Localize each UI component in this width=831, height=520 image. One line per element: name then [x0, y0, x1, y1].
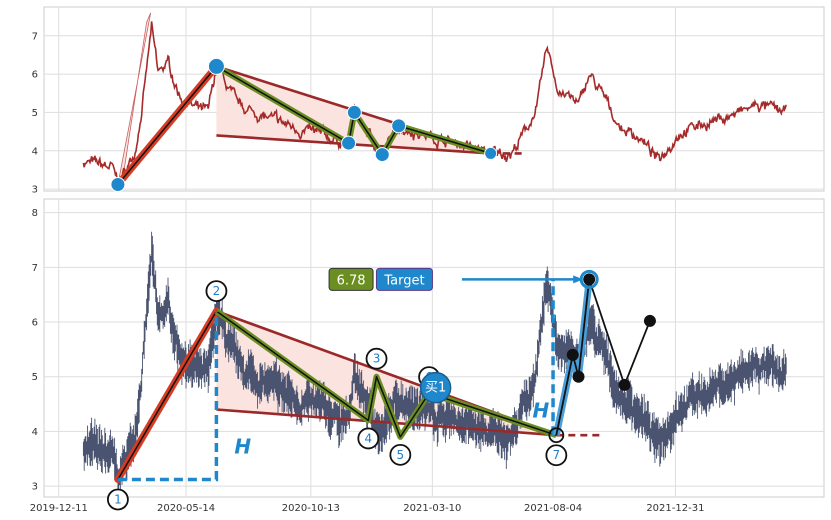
buy-label: 买1 [425, 381, 446, 396]
top-y-tick-label-1: 4 [32, 146, 38, 157]
x-tick-label-2: 2020-10-13 [282, 503, 340, 514]
top-pivot-point-4 [346, 104, 362, 120]
top-y-tick-label-2: 5 [32, 108, 38, 119]
pivot-marker-1 [106, 488, 129, 511]
pivot-marker-5 [389, 443, 412, 466]
top-pivot-point-3 [341, 135, 357, 151]
bottom-flagpole-core [117, 310, 218, 480]
top-y-tick-label-4: 7 [32, 31, 38, 42]
x-tick-label-1: 2020-05-14 [157, 503, 215, 514]
x-tick-label-4: 2021-08-04 [524, 503, 582, 514]
pivot-marker-3 [365, 347, 388, 370]
x-tick-label-3: 2021-03-10 [403, 503, 461, 514]
bottom-frame [43, 198, 825, 498]
target-label: Target [383, 273, 424, 288]
buy-marker [419, 371, 452, 404]
pivot-label-3: 3 [373, 352, 381, 366]
top-pivot-point-6 [391, 118, 407, 134]
bottom-pattern-core [215, 310, 557, 438]
target-value-label: 6.78 [337, 273, 366, 288]
top-price-line [82, 21, 787, 190]
pivot-label-4: 4 [364, 431, 372, 445]
top-pattern-core [216, 65, 491, 156]
height-label: H [234, 434, 251, 458]
height-measure-dash [117, 311, 219, 482]
bottom-y-tick-label-5: 8 [32, 208, 38, 219]
pivot-marker-2 [205, 280, 228, 302]
target-arrow-head [573, 275, 584, 284]
top-pivot-point-7 [484, 146, 498, 160]
projection-point-5 [643, 314, 656, 327]
top-pivot-point-1 [110, 176, 126, 192]
height-label-projected: H [533, 399, 550, 423]
breakout-point-ring [548, 427, 565, 444]
bottom-panel: 2019-12-11 2020-05-14 2020-10-13 2021-03-10… [30, 198, 825, 514]
bottom-y-tick-label-0: 3 [32, 482, 38, 493]
projection-point-2 [572, 370, 585, 383]
x-tick-label-0: 2019-12-11 [30, 503, 88, 514]
pivot-label-5: 5 [397, 448, 405, 462]
target-label-box [375, 267, 433, 291]
projection-path [555, 278, 651, 436]
top-panel: 3 4 5 6 7 [32, 6, 825, 196]
projection-point-4 [618, 378, 631, 391]
top-y-tick-label-0: 3 [32, 185, 38, 196]
projection-point-3 [583, 273, 596, 286]
bottom-y-tick-label-4: 7 [32, 263, 38, 274]
pivot-marker-4 [357, 427, 380, 450]
top-pivot-point-2 [207, 57, 225, 75]
bottom-y-tick-label-1: 4 [32, 427, 38, 438]
projection-point-1 [566, 348, 579, 361]
bottom-y-tick-label-2: 5 [32, 372, 38, 383]
top-pivot-point-5 [374, 147, 390, 163]
top-y-tick-label-3: 6 [32, 70, 38, 81]
x-tick-label-5: 2021-12-31 [646, 503, 704, 514]
bottom-y-tick-label-3: 6 [32, 318, 38, 329]
pivot-label-2: 2 [213, 284, 221, 298]
pivot-marker-7 [545, 444, 568, 467]
bottom-price-bars [82, 231, 787, 503]
pivot-label-1: 1 [114, 493, 122, 507]
top-frame [43, 6, 825, 192]
target-value-box [328, 267, 374, 291]
pivot-label-7: 7 [553, 448, 561, 462]
bottom-lower-trendline [216, 408, 557, 437]
top-flagpole-core [117, 65, 217, 185]
